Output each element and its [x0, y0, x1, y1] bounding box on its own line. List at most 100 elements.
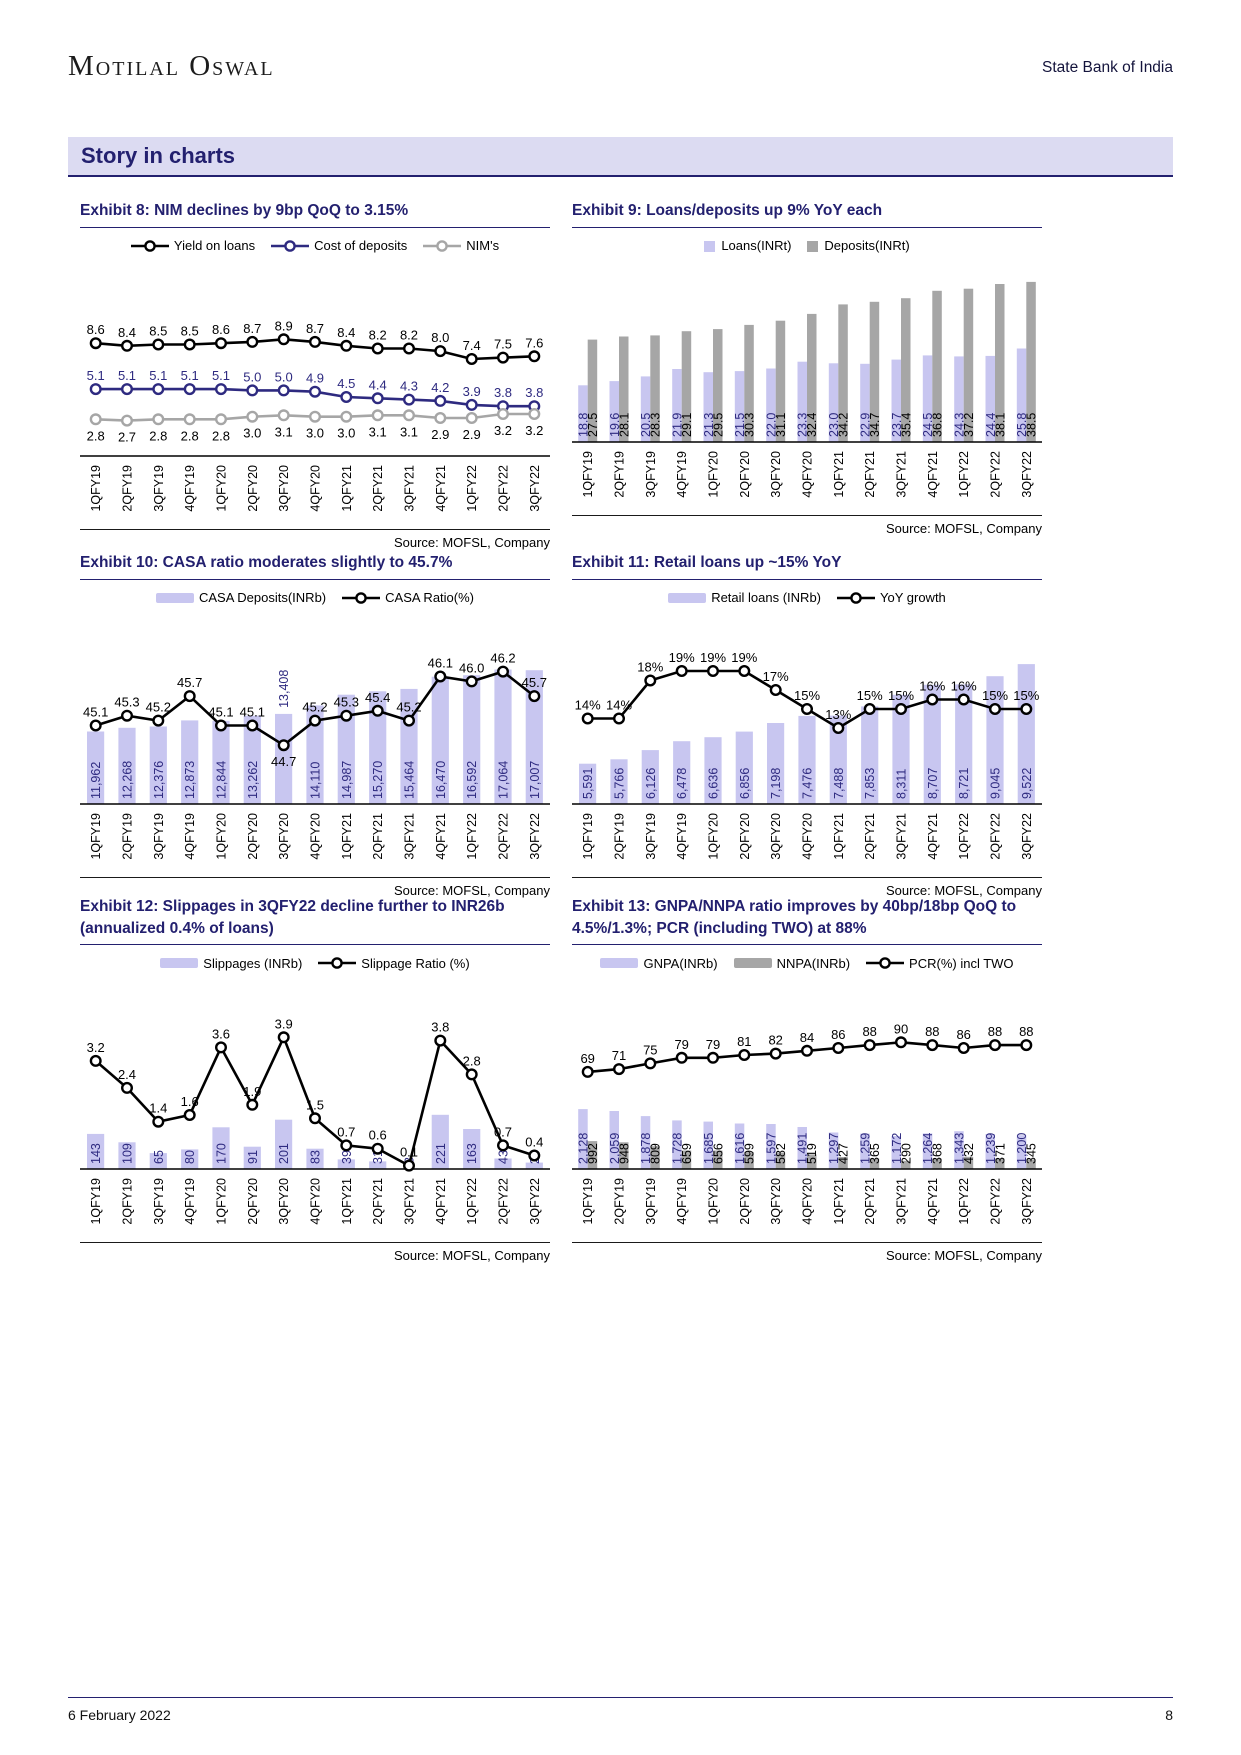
svg-text:8.2: 8.2 [400, 327, 418, 342]
svg-text:34.7: 34.7 [868, 412, 882, 436]
svg-text:1QFY22: 1QFY22 [957, 451, 971, 498]
svg-text:2QFY19: 2QFY19 [613, 451, 627, 498]
svg-text:90: 90 [894, 1022, 908, 1037]
legend-item: NNPA(INRb) [733, 956, 850, 971]
svg-text:1,297: 1,297 [827, 1133, 841, 1164]
svg-text:3QFY21: 3QFY21 [403, 813, 417, 860]
svg-text:45.7: 45.7 [522, 675, 547, 690]
legend-item-label: Slippage Ratio (%) [361, 955, 470, 971]
svg-text:659: 659 [680, 1143, 694, 1164]
svg-text:2QFY19: 2QFY19 [121, 813, 135, 860]
svg-text:15%: 15% [888, 688, 914, 703]
page-header: Motilal Oswal State Bank of India [68, 50, 1173, 83]
svg-text:2QFY20: 2QFY20 [738, 1178, 752, 1225]
svg-text:45.7: 45.7 [177, 675, 202, 690]
line-swatch-icon [318, 957, 357, 970]
svg-text:0.7: 0.7 [494, 1125, 512, 1140]
svg-text:71: 71 [612, 1048, 626, 1063]
svg-text:2,059: 2,059 [608, 1133, 622, 1164]
svg-text:37.2: 37.2 [962, 412, 976, 436]
svg-text:46.2: 46.2 [490, 650, 515, 665]
svg-text:4QFY19: 4QFY19 [183, 1178, 197, 1225]
svg-text:1.9: 1.9 [243, 1084, 261, 1099]
svg-text:3.8: 3.8 [525, 385, 543, 400]
svg-text:14%: 14% [606, 697, 632, 712]
svg-text:3QFY20: 3QFY20 [277, 1178, 291, 1225]
legend-item-label: Deposits(INRt) [824, 238, 910, 254]
svg-text:19%: 19% [700, 650, 726, 665]
svg-text:1,343: 1,343 [952, 1133, 966, 1164]
svg-text:1QFY19: 1QFY19 [89, 465, 103, 512]
svg-text:29.1: 29.1 [680, 412, 694, 436]
svg-text:1.6: 1.6 [181, 1094, 199, 1109]
svg-text:79: 79 [674, 1037, 688, 1052]
svg-text:3QFY21: 3QFY21 [895, 451, 909, 498]
svg-text:2QFY22: 2QFY22 [989, 1178, 1003, 1225]
svg-text:8.7: 8.7 [306, 321, 324, 336]
company-logo: Motilal Oswal [68, 50, 275, 82]
svg-text:1,172: 1,172 [890, 1133, 904, 1164]
svg-text:2QFY20: 2QFY20 [246, 1178, 260, 1225]
legend-item: PCR(%) incl TWO [866, 956, 1014, 971]
svg-text:4QFY21: 4QFY21 [926, 1178, 940, 1225]
exhibit-11: Exhibit 11: Retail loans up ~15% YoY Reta… [572, 552, 1042, 898]
svg-text:27.5: 27.5 [586, 412, 600, 436]
svg-text:24.5: 24.5 [921, 412, 935, 436]
svg-text:2QFY19: 2QFY19 [121, 465, 135, 512]
svg-text:3QFY21: 3QFY21 [403, 1178, 417, 1225]
svg-text:18%: 18% [637, 659, 663, 674]
svg-text:34.2: 34.2 [837, 412, 851, 436]
svg-text:365: 365 [868, 1143, 882, 1164]
svg-text:2.9: 2.9 [431, 427, 449, 442]
svg-text:7,488: 7,488 [832, 767, 846, 798]
legend-item: YoY growth [837, 590, 946, 605]
svg-text:82: 82 [768, 1033, 782, 1048]
svg-text:1.4: 1.4 [149, 1101, 167, 1116]
line-swatch-icon [130, 239, 169, 252]
svg-text:21.5: 21.5 [733, 412, 747, 436]
exhibit-9-canvas: 18.8 19.6 20.5 21.9 21.3 21.5 22.0 23.3 23.0 22.9… [572, 281, 1042, 498]
svg-text:2QFY21: 2QFY21 [371, 1178, 385, 1225]
svg-text:5,766: 5,766 [613, 767, 627, 798]
svg-text:5.1: 5.1 [87, 368, 105, 383]
exhibit-11-source: Source: MOFSL, Company [572, 876, 1042, 898]
svg-text:3QFY19: 3QFY19 [644, 1178, 658, 1225]
svg-text:1,597: 1,597 [764, 1133, 778, 1164]
svg-text:1,878: 1,878 [639, 1133, 653, 1164]
svg-text:15,270: 15,270 [371, 760, 385, 798]
svg-text:88: 88 [862, 1024, 876, 1039]
svg-text:19%: 19% [731, 650, 757, 665]
svg-text:4QFY21: 4QFY21 [434, 465, 448, 512]
svg-text:22.9: 22.9 [858, 412, 872, 436]
svg-text:8.7: 8.7 [243, 321, 261, 336]
svg-text:345: 345 [1025, 1143, 1039, 1164]
svg-text:22.0: 22.0 [764, 412, 778, 436]
svg-text:2QFY21: 2QFY21 [371, 813, 385, 860]
svg-text:4QFY19: 4QFY19 [183, 465, 197, 512]
svg-text:7,198: 7,198 [769, 767, 783, 798]
exhibit-12-canvas: 143109658017091201833931322116343263.22.… [80, 1017, 550, 1225]
svg-text:8.5: 8.5 [181, 323, 199, 338]
svg-text:3QFY22: 3QFY22 [1020, 451, 1034, 498]
svg-text:2QFY21: 2QFY21 [863, 813, 877, 860]
svg-text:30.3: 30.3 [743, 412, 757, 436]
svg-text:3QFY22: 3QFY22 [528, 1178, 542, 1225]
svg-text:45.1: 45.1 [83, 704, 108, 719]
legend-item-label: CASA Deposits(INRb) [198, 590, 327, 606]
svg-text:5.1: 5.1 [181, 368, 199, 383]
line-swatch-icon [423, 239, 462, 252]
svg-text:84: 84 [800, 1030, 814, 1045]
svg-text:2QFY20: 2QFY20 [738, 451, 752, 498]
svg-text:1QFY20: 1QFY20 [707, 813, 721, 860]
svg-text:32.4: 32.4 [805, 412, 819, 436]
line-swatch-icon [271, 239, 310, 252]
svg-text:0.1: 0.1 [400, 1145, 418, 1160]
svg-text:3.8: 3.8 [494, 385, 512, 400]
svg-text:38.5: 38.5 [1025, 412, 1039, 436]
svg-text:519: 519 [805, 1143, 819, 1164]
svg-text:4.5: 4.5 [337, 376, 355, 391]
bar-swatch-icon [160, 958, 199, 969]
legend-item: CASA Deposits(INRb) [155, 590, 327, 606]
svg-text:9,045: 9,045 [989, 767, 1003, 798]
svg-text:1,616: 1,616 [733, 1133, 747, 1164]
